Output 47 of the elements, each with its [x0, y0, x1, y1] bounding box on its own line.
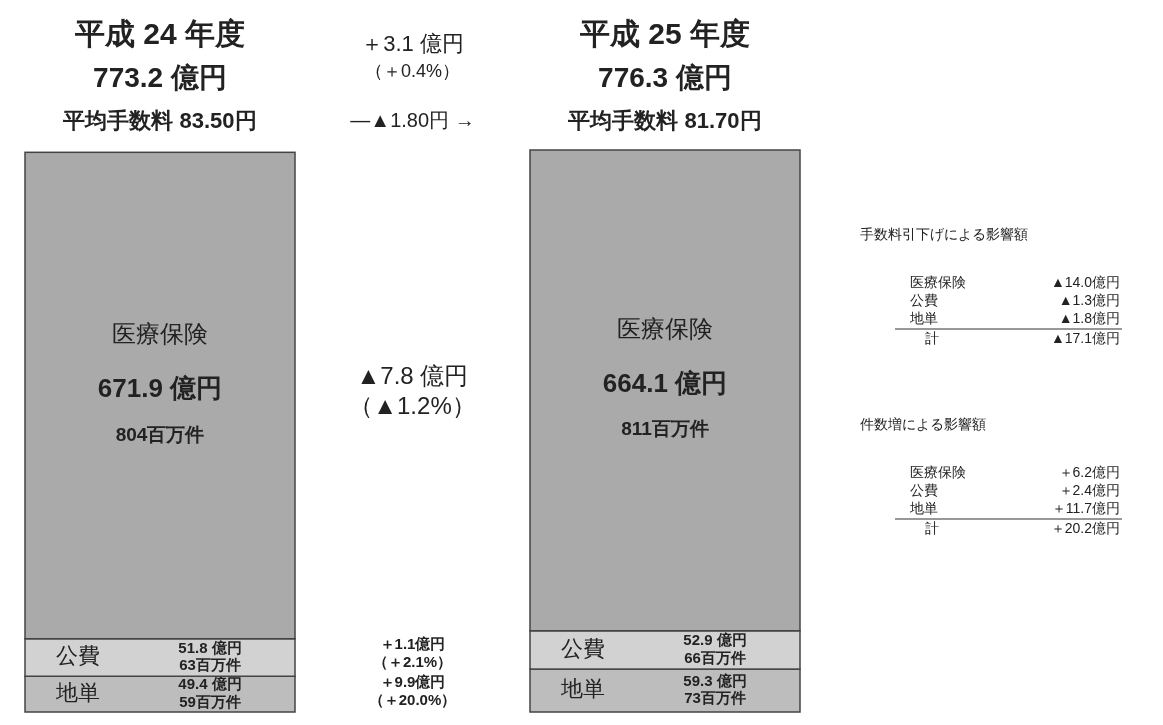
- text: ▲1.3億円: [1058, 291, 1120, 308]
- text: ＋6.2億円: [1058, 463, 1120, 480]
- series-name: 公費: [561, 635, 605, 661]
- text: ―▲1.80円 →: [350, 109, 475, 132]
- text: （＋0.4%）: [365, 60, 460, 81]
- text: （＋2.1%）: [372, 652, 453, 670]
- value-label: 664.1 億円: [602, 368, 728, 399]
- text: ＋2.4億円: [1058, 481, 1120, 498]
- text: ＋20.2億円: [1050, 519, 1120, 536]
- text: 平均手数料 83.50円: [63, 107, 257, 133]
- text: 件数増による影響額: [860, 415, 986, 432]
- text: 医療保険: [910, 273, 966, 290]
- category-label: 平成 24 年度: [75, 16, 245, 50]
- text: ▲7.8 億円: [356, 362, 469, 390]
- text: （▲1.2%）: [349, 392, 476, 420]
- text: ▲14.0億円: [1050, 273, 1120, 290]
- text: 計: [925, 519, 939, 536]
- series-name: 地単: [56, 679, 100, 705]
- series-name: 地単: [561, 676, 605, 702]
- text: ▲1.8億円: [1058, 309, 1120, 326]
- series-name: 医療保険: [617, 314, 713, 342]
- text: 地単: [910, 499, 938, 516]
- text: 計: [925, 329, 939, 346]
- series-name: 公費: [56, 643, 100, 669]
- text: 公費: [910, 291, 938, 308]
- value-label: 804百万件: [115, 423, 205, 445]
- text: 公費: [910, 481, 938, 498]
- total-label: 773.2 億円: [93, 62, 227, 94]
- value-label: 811百万件: [621, 418, 709, 440]
- text: 医療保険: [910, 463, 966, 480]
- text: 平均手数料 81.70円: [568, 107, 762, 133]
- category-label: 平成 25 年度: [580, 16, 750, 50]
- value-label: 51.8 億円 63百万件: [178, 638, 242, 674]
- text: （＋20.0%）: [368, 691, 457, 709]
- value-label: 671.9 億円: [97, 373, 223, 404]
- value-label: 52.9 億円 66百万件: [683, 631, 747, 666]
- text: ＋11.7億円: [1051, 499, 1120, 516]
- text: 手数料引下げによる影響額: [860, 225, 1028, 242]
- text: ＋1.1億円: [379, 634, 446, 652]
- value-label: 49.4 億円 59百万件: [178, 675, 242, 710]
- text: 地単: [910, 309, 938, 326]
- total-label: 776.3 億円: [598, 62, 732, 94]
- value-label: 59.3 億円 73百万件: [683, 671, 747, 707]
- text: ＋9.9億円: [379, 673, 446, 691]
- text: ▲17.1億円: [1050, 329, 1120, 346]
- series-name: 医療保険: [112, 319, 208, 347]
- text: ＋3.1 億円: [361, 30, 464, 56]
